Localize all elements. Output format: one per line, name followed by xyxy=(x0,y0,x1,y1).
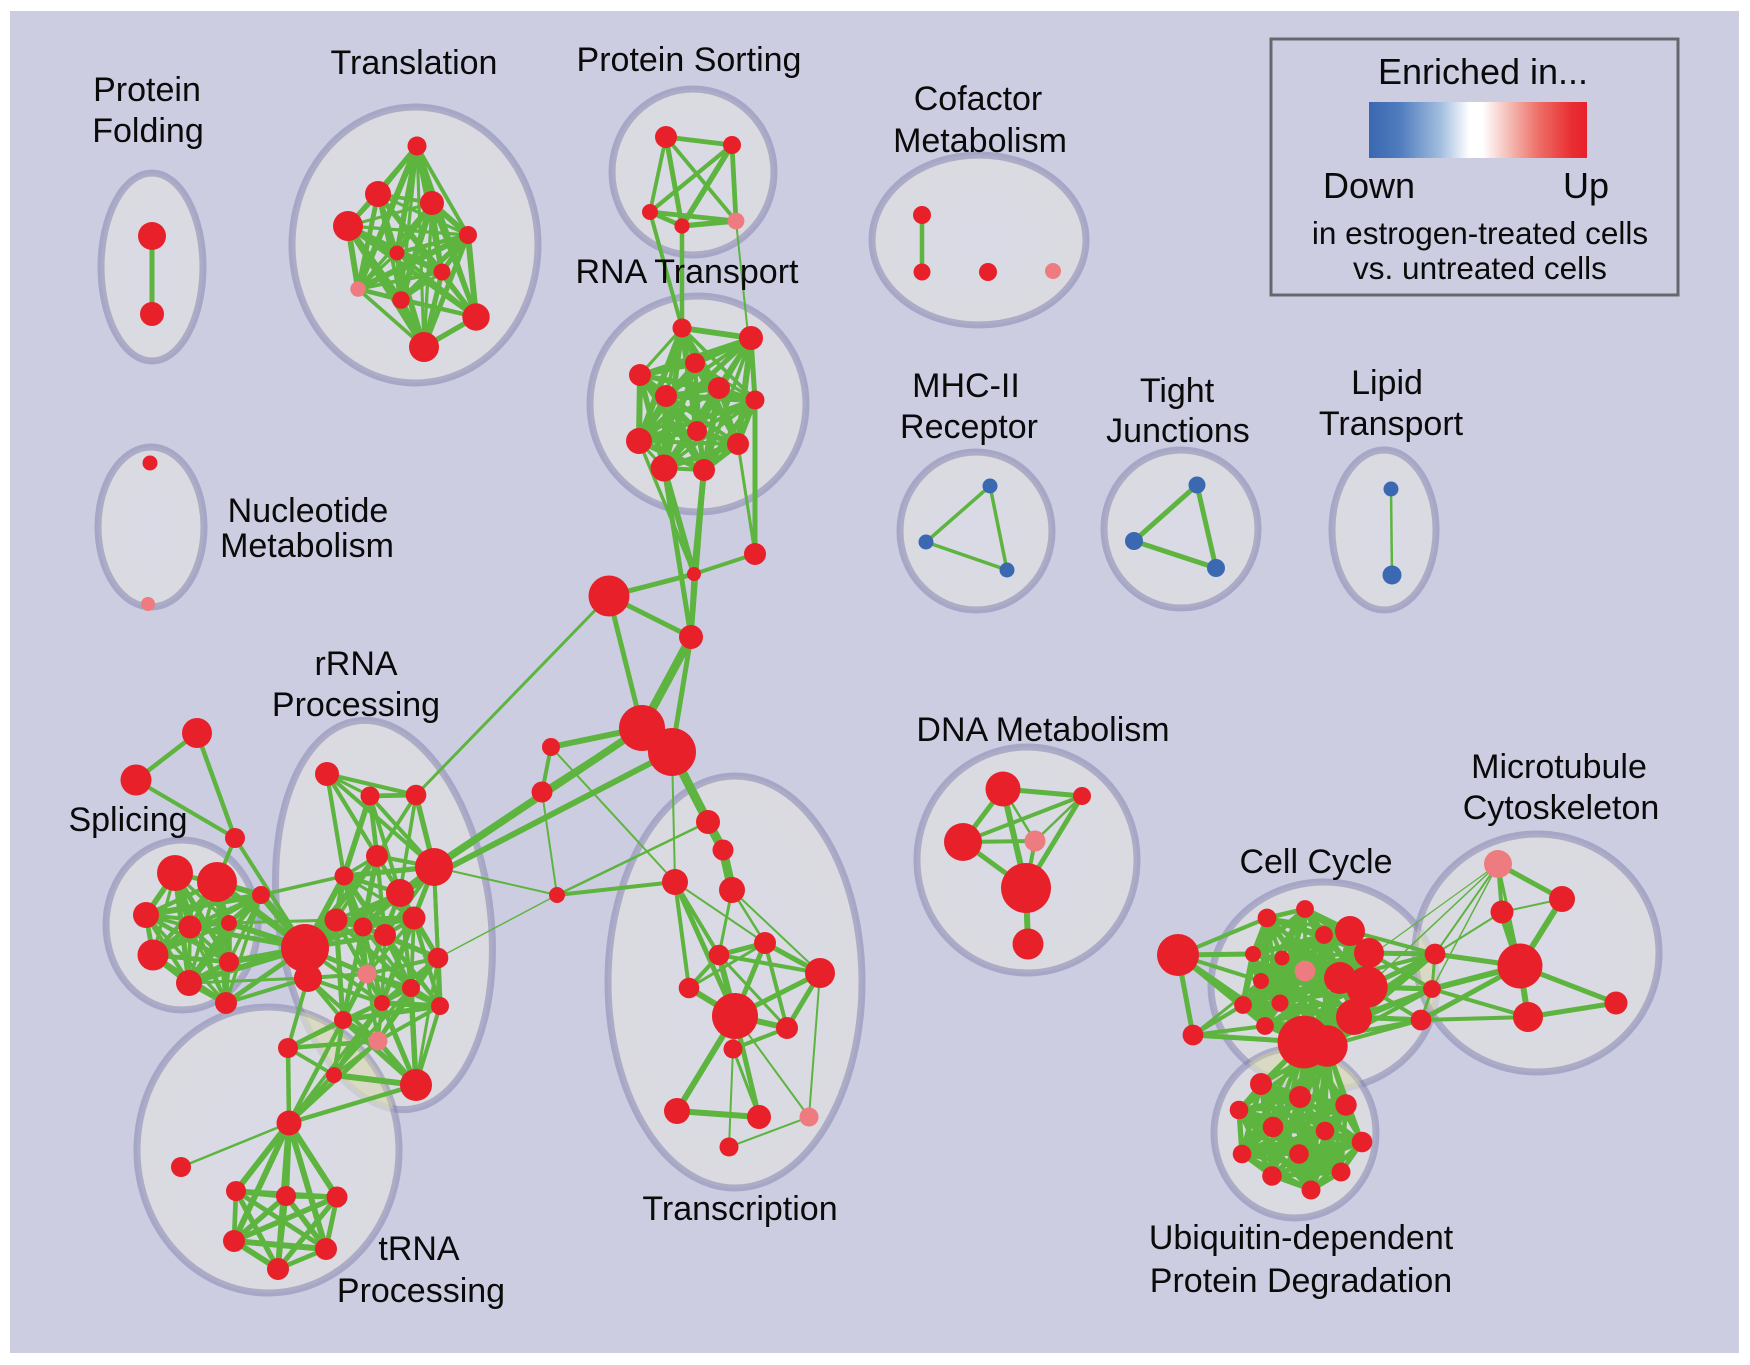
svg-text:Protein: Protein xyxy=(93,71,201,109)
svg-text:rRNA: rRNA xyxy=(314,645,397,683)
svg-text:Ubiquitin-dependent: Ubiquitin-dependent xyxy=(1149,1219,1454,1257)
svg-text:Translation: Translation xyxy=(331,44,498,82)
svg-text:Processing: Processing xyxy=(337,1272,505,1310)
svg-text:Transport: Transport xyxy=(1319,405,1464,443)
svg-text:Protein Degradation: Protein Degradation xyxy=(1150,1262,1452,1300)
svg-text:Transcription: Transcription xyxy=(642,1190,837,1228)
svg-text:Tight: Tight xyxy=(1140,372,1215,410)
svg-text:Folding: Folding xyxy=(92,112,204,150)
svg-text:Nucleotide: Nucleotide xyxy=(228,492,389,530)
svg-text:RNA Transport: RNA Transport xyxy=(576,253,800,291)
svg-text:Cytoskeleton: Cytoskeleton xyxy=(1463,789,1660,827)
svg-text:Metabolism: Metabolism xyxy=(893,122,1067,160)
svg-text:in estrogen-treated cells: in estrogen-treated cells xyxy=(1312,215,1648,251)
svg-text:DNA Metabolism: DNA Metabolism xyxy=(916,711,1169,749)
svg-text:vs. untreated cells: vs. untreated cells xyxy=(1353,250,1607,286)
svg-text:Cofactor: Cofactor xyxy=(914,80,1043,118)
svg-text:Processing: Processing xyxy=(272,686,440,724)
svg-text:Junctions: Junctions xyxy=(1106,412,1250,450)
svg-text:Receptor: Receptor xyxy=(900,408,1038,446)
svg-text:Down: Down xyxy=(1323,165,1415,206)
svg-text:Cell Cycle: Cell Cycle xyxy=(1239,843,1392,881)
svg-text:Lipid: Lipid xyxy=(1351,364,1423,402)
svg-text:Protein Sorting: Protein Sorting xyxy=(577,41,802,79)
svg-text:tRNA: tRNA xyxy=(378,1230,460,1268)
svg-text:Microtubule: Microtubule xyxy=(1471,748,1647,786)
svg-text:Metabolism: Metabolism xyxy=(220,527,394,565)
svg-text:Splicing: Splicing xyxy=(68,801,187,839)
svg-text:Enriched in...: Enriched in... xyxy=(1378,51,1588,92)
svg-text:MHC-II: MHC-II xyxy=(912,367,1020,405)
svg-text:Up: Up xyxy=(1563,165,1609,206)
